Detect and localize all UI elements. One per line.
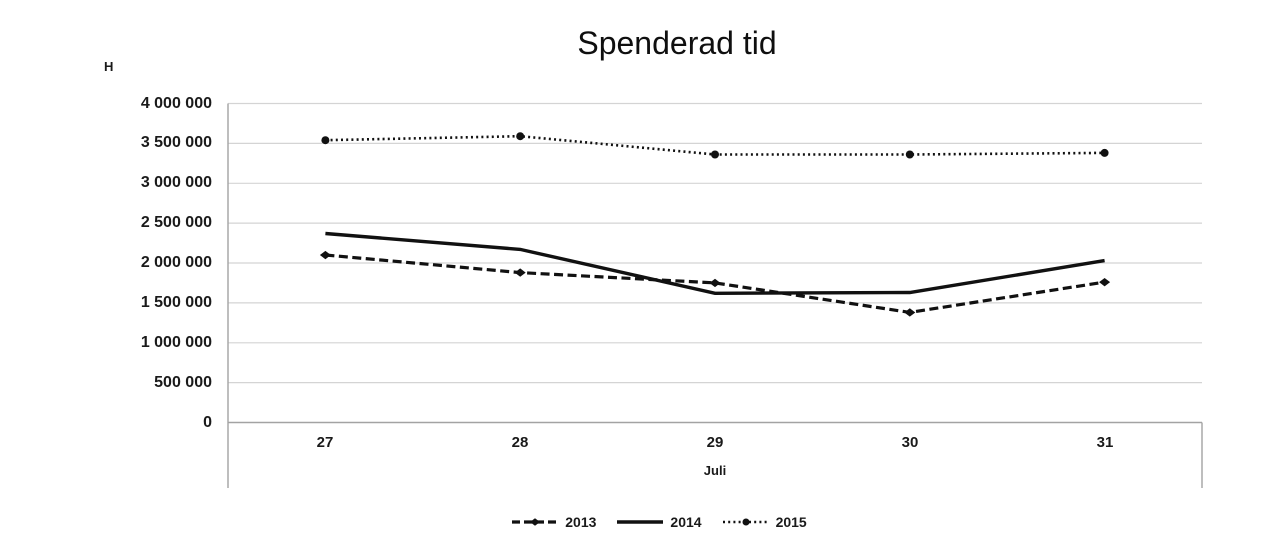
legend-item-2013: 2013 <box>511 514 596 530</box>
legend-label: 2015 <box>775 514 807 530</box>
chart-title: Spenderad tid <box>577 25 777 61</box>
data-point-2013 <box>904 308 916 317</box>
y-tick-label: 0 <box>203 414 212 431</box>
x-tick-label: 31 <box>1096 434 1114 451</box>
legend-label: 2013 <box>565 514 597 530</box>
y-tick-label: 2 500 000 <box>140 214 212 231</box>
data-point-2015 <box>1100 148 1109 157</box>
data-point-2015 <box>711 150 719 159</box>
y-tick-label: 3 000 000 <box>140 174 212 191</box>
y-tick-label: 4 000 000 <box>140 95 212 112</box>
y-tick-label: 1 000 000 <box>140 334 212 351</box>
series-line-2013 <box>325 253 1105 315</box>
legend-line-sample-dashed <box>512 518 559 526</box>
legend-line-sample-dotted <box>722 518 769 526</box>
x-axis-title: Juli <box>703 463 727 478</box>
data-point-2015 <box>905 150 914 159</box>
y-tick-label: 500 000 <box>154 374 212 391</box>
legend-sample-marker <box>530 518 541 526</box>
y-axis-unit-label: H <box>104 59 114 74</box>
legend-item-2015: 2015 <box>722 514 807 530</box>
x-tick-label: 28 <box>511 434 529 451</box>
x-tick-label: 29 <box>706 434 724 451</box>
y-tick-label: 2 000 000 <box>140 254 212 271</box>
data-point-2015 <box>321 136 330 145</box>
data-point-2013 <box>1099 277 1111 287</box>
data-point-2013 <box>709 278 721 288</box>
legend-label: 2014 <box>670 514 702 530</box>
data-point-2013 <box>319 250 331 260</box>
data-point-2013 <box>514 268 526 277</box>
x-tick-label: 27 <box>316 434 334 451</box>
y-tick-label: 1 500 000 <box>140 294 212 311</box>
data-point-2015 <box>516 132 525 141</box>
y-tick-label: 3 500 000 <box>140 134 212 151</box>
legend-item-2014: 2014 <box>616 514 702 530</box>
legend-sample-marker <box>742 518 750 526</box>
legend-line-sample-solid <box>617 520 664 524</box>
series-line-2014 <box>325 231 1105 296</box>
chart-legend: 2013 2014 2015 <box>38 514 1280 530</box>
x-tick-label: 30 <box>901 434 919 451</box>
